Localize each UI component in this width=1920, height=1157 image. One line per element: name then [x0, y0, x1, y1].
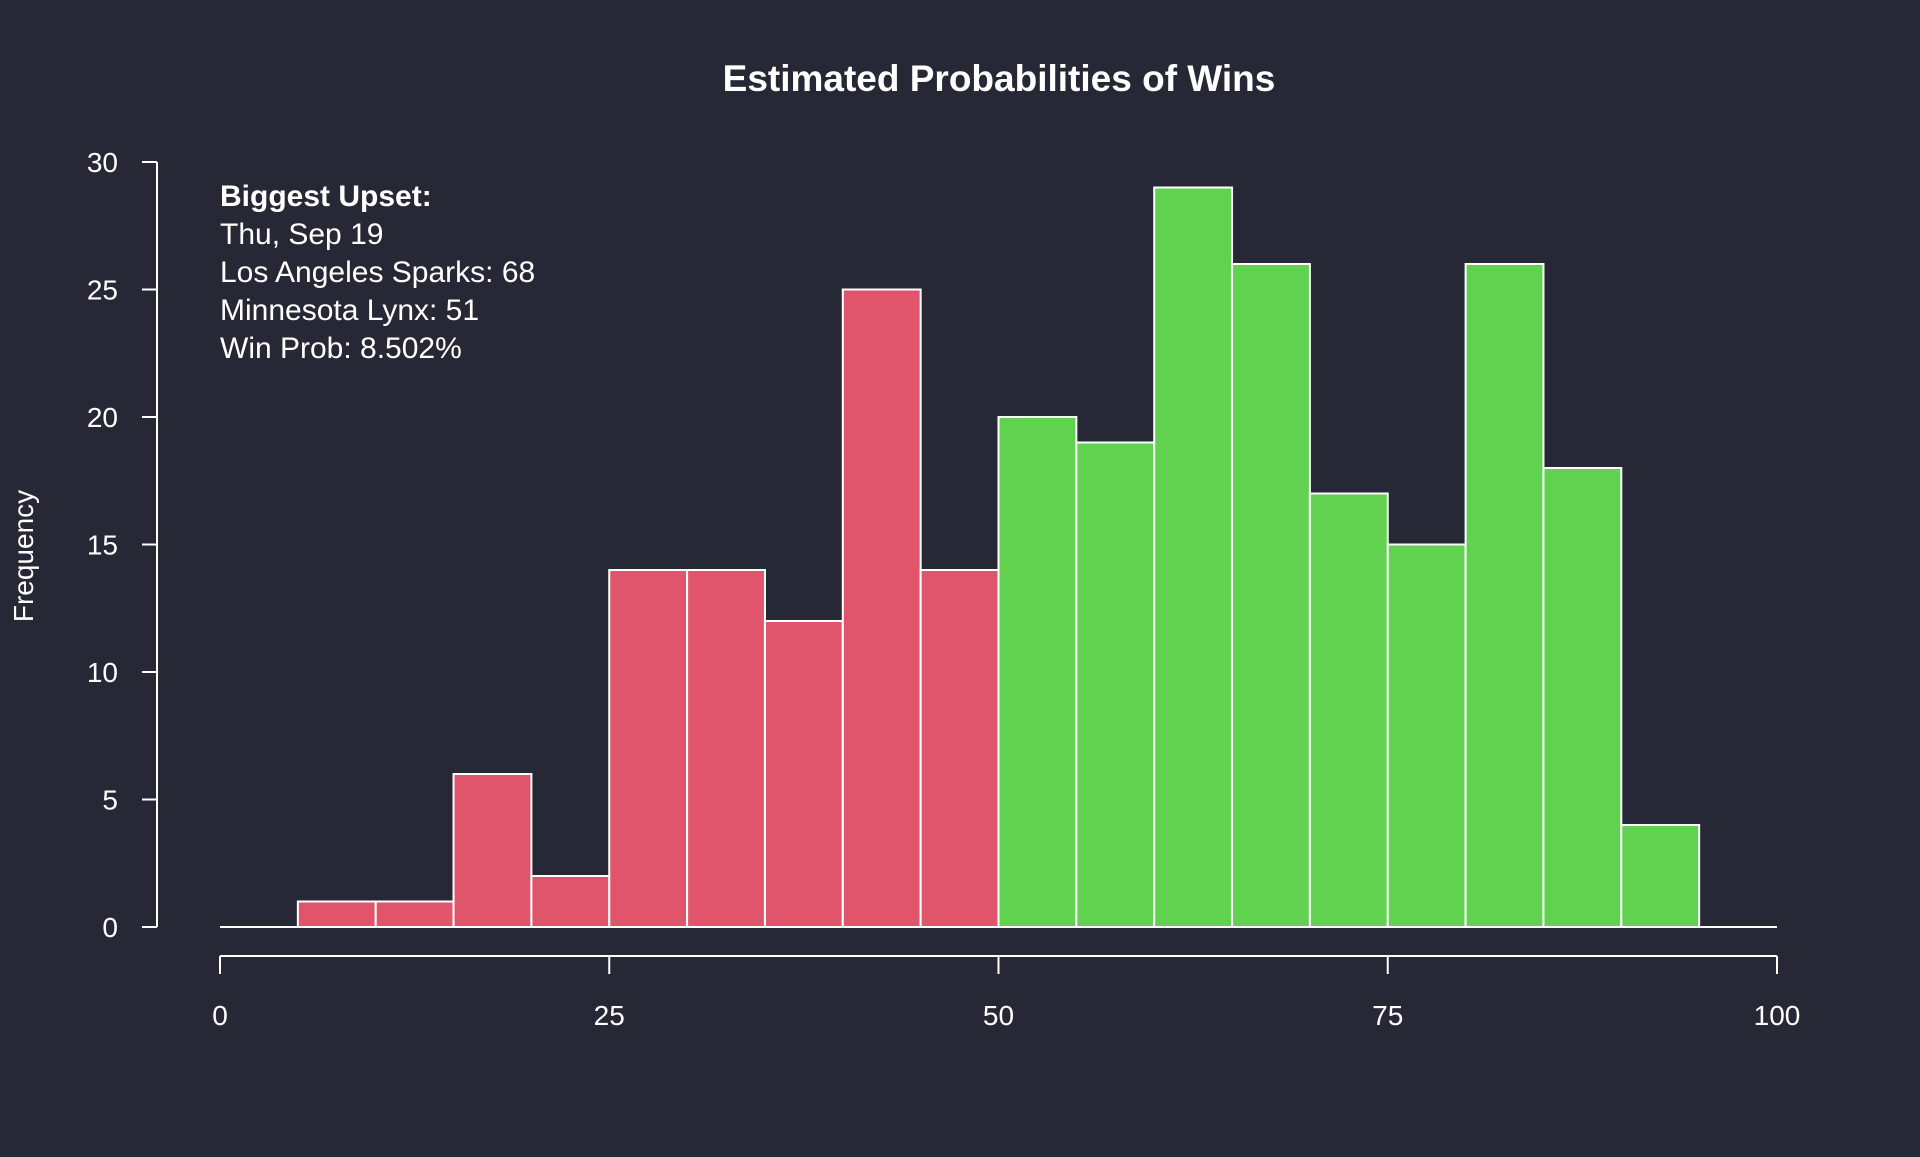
histogram-bar: [1153, 186, 1234, 928]
y-axis-label: Frequency: [8, 490, 39, 622]
x-tick-label: 50: [983, 1000, 1014, 1031]
y-tick-label: 30: [87, 147, 118, 178]
upset-annotation: Biggest Upset: Thu, Sep 19 Los Angeles S…: [220, 180, 535, 365]
histogram-bar: [1308, 492, 1389, 928]
histogram-bar: [1075, 441, 1156, 928]
y-tick-label: 5: [102, 785, 118, 816]
y-tick-label: 0: [102, 912, 118, 943]
x-tick-label: 0: [212, 1000, 228, 1031]
x-tick-label: 25: [594, 1000, 625, 1031]
x-tick-label: 100: [1754, 1000, 1801, 1031]
histogram-bar: [1464, 263, 1545, 928]
annotation-line: Minnesota Lynx: 51: [220, 294, 479, 327]
histogram-bar: [374, 900, 455, 928]
histogram-bar: [841, 288, 922, 928]
annotation-line: Win Prob: 8.502%: [220, 332, 462, 365]
histogram-bar: [997, 416, 1078, 928]
histogram-bar: [296, 900, 377, 928]
annotation-line: Los Angeles Sparks: 68: [220, 256, 535, 289]
histogram-bar: [530, 875, 611, 928]
histogram-bar: [919, 569, 1000, 928]
y-axis: 0 5 10 15 20 25 30: [87, 147, 158, 943]
annotation-line: Thu, Sep 19: [220, 218, 383, 251]
histogram-bar: [1542, 467, 1623, 928]
histogram-bar: [1231, 263, 1311, 928]
histogram-bar: [608, 569, 689, 928]
annotation-heading: Biggest Upset:: [220, 180, 432, 213]
y-tick-label: 20: [87, 402, 118, 433]
y-tick-label: 25: [87, 275, 118, 306]
histogram-bar: [686, 569, 766, 928]
histogram-bar: [1386, 543, 1467, 928]
x-tick-label: 75: [1372, 1000, 1403, 1031]
chart-title: Estimated Probabilities of Wins: [723, 58, 1276, 99]
histogram-bar: [452, 773, 533, 928]
y-tick-label: 10: [87, 657, 118, 688]
x-axis: 0 25 50 75 100: [212, 955, 1801, 1031]
histogram-bar: [763, 620, 844, 928]
histogram-bar: [1620, 824, 1701, 928]
bars-group: [220, 186, 1777, 928]
y-tick-label: 15: [87, 530, 118, 561]
